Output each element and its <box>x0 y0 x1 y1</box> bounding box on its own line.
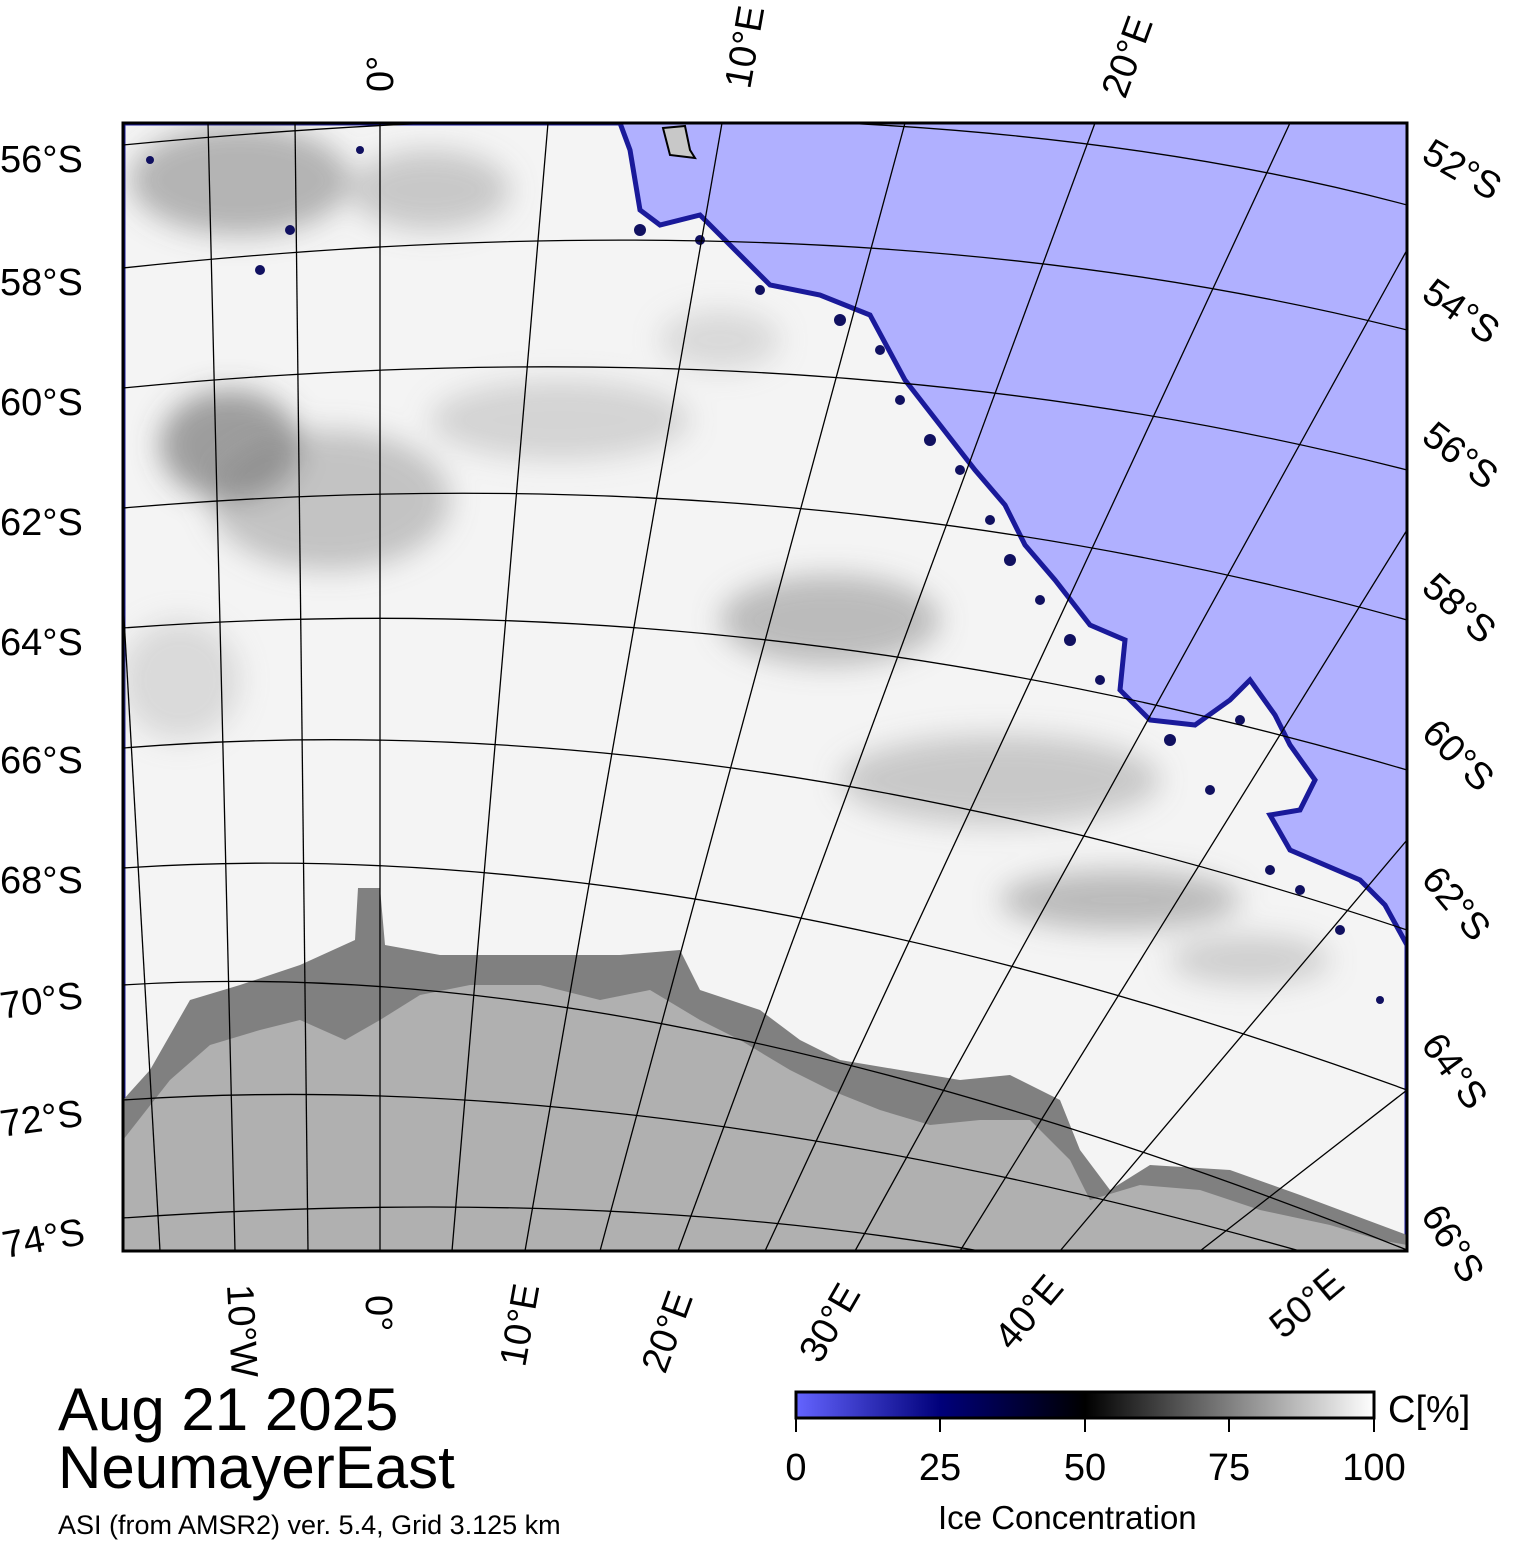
lon-label-bottom-10e: 10°E <box>493 1281 549 1370</box>
lat-labels-left: 56°S 58°S 60°S 62°S 64°S 66°S 68°S 70°S … <box>0 139 88 1267</box>
lat-label-60s-right: 60°S <box>1414 712 1502 800</box>
lon-label-bottom-30e: 30°E <box>791 1277 869 1370</box>
lon-label-bottom-10w: 10°W <box>218 1283 265 1379</box>
lat-label-70s: 70°S <box>0 975 85 1028</box>
colorbar-tick-50: 50 <box>1064 1447 1106 1489</box>
colorbar-gradient <box>794 1390 1376 1420</box>
colorbar-tick-75: 75 <box>1208 1447 1250 1489</box>
lon-label-top-10e: 10°E <box>718 3 774 92</box>
ice-concentration-shading <box>123 125 1330 985</box>
lat-label-66s: 66°S <box>0 740 83 782</box>
source-note: ASI (from AMSR2) ver. 5.4, Grid 3.125 km <box>58 1510 561 1540</box>
colorbar-tick-0: 0 <box>785 1447 806 1489</box>
lat-label-72s: 72°S <box>0 1093 85 1146</box>
lon-label-top-20e: 20°E <box>1094 11 1162 103</box>
lat-label-56s: 56°S <box>0 139 83 181</box>
lat-label-58s-right: 58°S <box>1414 565 1504 652</box>
lat-label-64s: 64°S <box>0 622 83 664</box>
ice-edge-speckle <box>146 146 1384 1004</box>
colorbar-unit-label: C[%] <box>1388 1389 1470 1431</box>
region-name: NeumayerEast <box>58 1434 455 1501</box>
colorbar-tick-100: 100 <box>1342 1447 1405 1489</box>
lat-label-58s: 58°S <box>0 262 83 304</box>
lat-label-62s: 62°S <box>0 502 83 544</box>
map-area <box>123 123 1407 1251</box>
map-date: Aug 21 2025 <box>58 1376 399 1443</box>
map-frame <box>121 121 1409 1253</box>
lat-label-74s: 74°S <box>0 1211 88 1267</box>
lat-label-68s: 68°S <box>0 860 83 902</box>
colorbar-tick-25: 25 <box>919 1447 961 1489</box>
lat-label-60s: 60°S <box>0 382 83 424</box>
colorbar: 0 25 50 75 100 C[%] <box>785 1389 1470 1489</box>
lon-label-top-0: 0° <box>360 56 402 92</box>
lat-label-64s-right: 64°S <box>1413 1026 1496 1118</box>
lon-label-bottom-40e: 40°E <box>987 1267 1072 1357</box>
lon-labels-top: 0° 10°E 20°E <box>360 3 1162 103</box>
colorbar-title: Ice Concentration <box>938 1499 1197 1536</box>
lon-label-bottom-50e: 50°E <box>1262 1261 1352 1346</box>
lat-label-52s: 52°S <box>1416 131 1509 209</box>
land <box>123 985 1407 1251</box>
lat-label-62s-right: 62°S <box>1413 859 1498 949</box>
colorbar-ticks <box>795 1418 1375 1432</box>
lat-label-54s: 54°S <box>1415 271 1507 353</box>
island <box>661 124 697 160</box>
lon-label-bottom-20e: 20°E <box>634 1286 702 1378</box>
longitude-lines <box>123 123 1407 1251</box>
lon-labels-bottom: 10°W 0° 10°E 20°E 30°E 40°E 50°E <box>218 1261 1352 1378</box>
lon-label-bottom-0: 0° <box>357 1295 399 1331</box>
lat-labels-right: 52°S 54°S 56°S 58°S 60°S 62°S 64°S 66°S <box>1412 131 1508 1290</box>
lat-label-66s-right: 66°S <box>1412 1198 1492 1290</box>
lat-label-56s-right: 56°S <box>1414 414 1505 498</box>
